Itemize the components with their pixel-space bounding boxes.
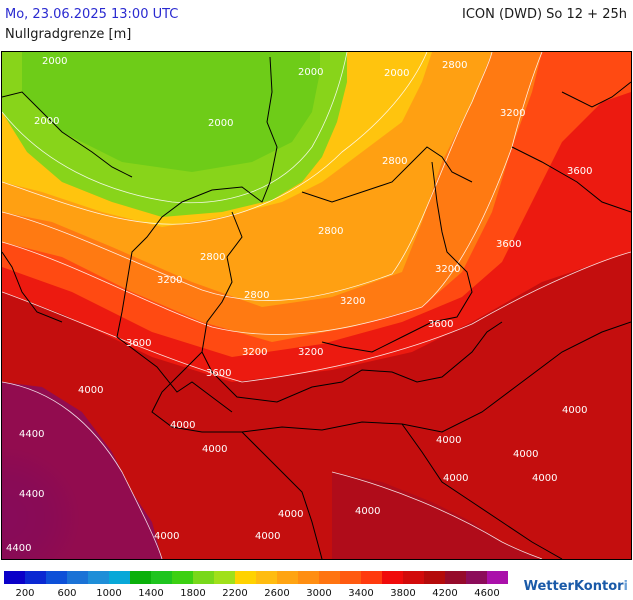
contour-label: 3200 bbox=[500, 108, 525, 119]
contour-label: 2000 bbox=[298, 67, 323, 78]
legend-tick-label: 3800 bbox=[390, 588, 416, 599]
legend-swatch bbox=[214, 571, 235, 584]
legend-swatch bbox=[46, 571, 67, 584]
legend-tick-label: 1800 bbox=[180, 588, 206, 599]
contour-label: 3600 bbox=[126, 338, 151, 349]
contour-label: 2000 bbox=[384, 68, 409, 79]
contour-label: 4000 bbox=[562, 405, 587, 416]
legend-swatch bbox=[256, 571, 277, 584]
legend-swatch bbox=[361, 571, 382, 584]
wetterkontor-logo: WetterKontori bbox=[523, 579, 628, 594]
legend-swatch bbox=[130, 571, 151, 584]
legend-swatch bbox=[382, 571, 403, 584]
contour-label: 4000 bbox=[202, 444, 227, 455]
legend-swatch bbox=[403, 571, 424, 584]
contour-label: 3200 bbox=[298, 347, 323, 358]
contour-label: 2800 bbox=[200, 252, 225, 263]
legend-swatch bbox=[88, 571, 109, 584]
contour-label: 4000 bbox=[255, 531, 280, 542]
contour-label: 4000 bbox=[513, 449, 538, 460]
legend-swatch bbox=[193, 571, 214, 584]
legend-tick-label: 600 bbox=[57, 588, 77, 599]
contour-label: 3600 bbox=[428, 319, 453, 330]
contour-label: 3200 bbox=[340, 296, 365, 307]
contour-label: 2800 bbox=[244, 290, 269, 301]
borders bbox=[2, 56, 631, 559]
legend-tick-label: 4200 bbox=[432, 588, 458, 599]
legend-swatch bbox=[487, 571, 508, 584]
legend-swatch bbox=[25, 571, 46, 584]
contour-label: 4000 bbox=[78, 385, 103, 396]
legend-tick-label: 2200 bbox=[222, 588, 248, 599]
legend-tick-label: 1400 bbox=[138, 588, 164, 599]
legend-swatch bbox=[109, 571, 130, 584]
contour-label: 2800 bbox=[442, 60, 467, 71]
contour-label: 3200 bbox=[242, 347, 267, 358]
legend-swatch bbox=[340, 571, 361, 584]
legend-tick-label: 3000 bbox=[306, 588, 332, 599]
contour-lines bbox=[2, 52, 631, 559]
legend-tick-label: 2600 bbox=[264, 588, 290, 599]
contour-label: 3600 bbox=[496, 239, 521, 250]
parameter-title: Nullgradgrenze [m] bbox=[5, 27, 132, 42]
zone-4400-core bbox=[2, 382, 162, 559]
contour-labels: 2000 2000 2000 2000 2000 2800 3200 2800 … bbox=[6, 56, 592, 554]
legend-tick-label: 4600 bbox=[474, 588, 500, 599]
contour-label: 3600 bbox=[567, 166, 592, 177]
contour-label: 4400 bbox=[19, 429, 44, 440]
legend-swatch bbox=[466, 571, 487, 584]
contour-label: 4000 bbox=[278, 509, 303, 520]
legend-swatch bbox=[67, 571, 88, 584]
run-datetime: Mo, 23.06.2025 13:00 UTC bbox=[5, 7, 179, 22]
contour-label: 4000 bbox=[170, 420, 195, 431]
legend-tick-label: 1000 bbox=[96, 588, 122, 599]
legend-swatch bbox=[319, 571, 340, 584]
legend-swatch bbox=[172, 571, 193, 584]
contour-label: 3200 bbox=[157, 275, 182, 286]
zone-4000-south bbox=[332, 472, 542, 559]
contour-label: 4000 bbox=[443, 473, 468, 484]
legend-swatch bbox=[235, 571, 256, 584]
legend-swatch bbox=[445, 571, 466, 584]
legend-tick-label: 3400 bbox=[348, 588, 374, 599]
legend-swatch bbox=[424, 571, 445, 584]
legend-swatch bbox=[151, 571, 172, 584]
contour-label: 4400 bbox=[6, 543, 31, 554]
contour-label: 3600 bbox=[206, 368, 231, 379]
contour-label: 4000 bbox=[154, 531, 179, 542]
contour-label: 2800 bbox=[382, 156, 407, 167]
legend-tick-label: 200 bbox=[15, 588, 35, 599]
contour-label: 2000 bbox=[42, 56, 67, 67]
legend-swatch bbox=[4, 571, 25, 584]
legend-swatch bbox=[298, 571, 319, 584]
contour-label: 4400 bbox=[19, 489, 44, 500]
contour-label: 4000 bbox=[436, 435, 461, 446]
contour-label: 3200 bbox=[435, 264, 460, 275]
contour-label: 2000 bbox=[34, 116, 59, 127]
contour-label: 2800 bbox=[318, 226, 343, 237]
legend-swatch bbox=[277, 571, 298, 584]
zone-2000-inner bbox=[22, 52, 320, 172]
contour-label: 2000 bbox=[208, 118, 233, 129]
model-run-label: ICON (DWD) So 12 + 25h bbox=[462, 7, 627, 22]
contour-label: 4000 bbox=[355, 506, 380, 517]
freezing-level-map: 2000 2000 2000 2000 2000 2800 3200 2800 … bbox=[1, 51, 632, 560]
contour-label: 4000 bbox=[532, 473, 557, 484]
